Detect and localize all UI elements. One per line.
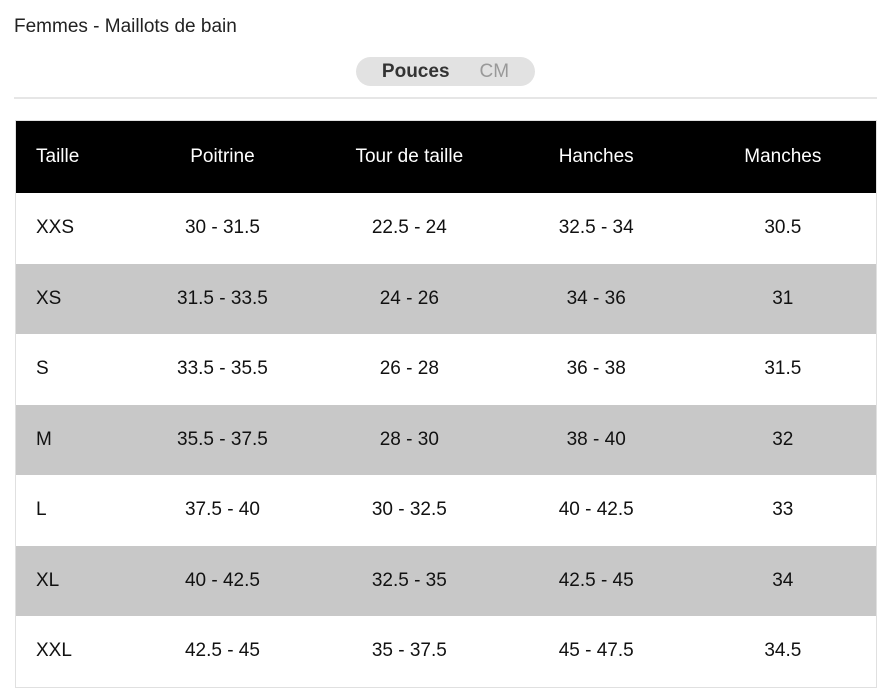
table-cell: XS xyxy=(15,263,129,334)
table-row: XL 40 - 42.5 32.5 - 35 42.5 - 45 34 xyxy=(15,545,877,616)
table-row: XS 31.5 - 33.5 24 - 26 34 - 36 31 xyxy=(15,263,877,334)
table-cell: 26 - 28 xyxy=(379,358,439,380)
table-cell: 40 - 42.5 xyxy=(129,545,316,616)
table-cell: 33.5 - 35.5 xyxy=(177,358,268,380)
table-cell: 31 xyxy=(689,263,877,334)
table-cell: L xyxy=(36,499,47,521)
table-cell: 36 - 38 xyxy=(566,358,626,380)
size-chart-table: Taille Poitrine Tour de taille Hanches Manch… xyxy=(15,120,877,688)
table-row: XXS 30 - 31.5 22.5 - 24 32.5 - 34 30.5 xyxy=(16,193,877,264)
table-cell: 32.5 - 35 xyxy=(315,545,503,616)
unit-toggle[interactable]: Pouces CM xyxy=(356,57,535,86)
table-cell: 32 xyxy=(689,404,877,475)
table-cell: XXS xyxy=(36,217,75,239)
table-cell: 31.5 xyxy=(764,358,802,380)
table-cell: 34 xyxy=(689,545,877,616)
table-cell: 33 xyxy=(772,499,794,521)
column-header: Poitrine xyxy=(129,120,316,193)
table-cell: 45 - 47.5 xyxy=(558,640,634,662)
table-cell: 30 - 32.5 xyxy=(371,499,447,521)
table-cell: 40 - 42.5 xyxy=(558,499,634,521)
table-cell: 37.5 - 40 xyxy=(184,499,260,521)
column-header: Manches xyxy=(689,120,877,193)
table-cell: 28 - 30 xyxy=(315,404,503,475)
table-cell: XL xyxy=(15,545,129,616)
table-cell: 34.5 xyxy=(764,640,802,662)
column-header: Tour de taille xyxy=(315,120,503,193)
table-cell: 31.5 - 33.5 xyxy=(129,263,316,334)
page-title: Femmes - Maillots de bain xyxy=(14,16,237,37)
table-cell: 42.5 - 45 xyxy=(502,545,690,616)
table-cell: 35 - 37.5 xyxy=(371,640,447,662)
table-cell: 34 - 36 xyxy=(502,263,690,334)
table-row: M 35.5 - 37.5 28 - 30 38 - 40 32 xyxy=(15,404,877,475)
table-cell: S xyxy=(36,358,49,380)
table-cell: 42.5 - 45 xyxy=(184,640,260,662)
divider xyxy=(14,97,877,99)
table-row: XXL 42.5 - 45 35 - 37.5 45 - 47.5 34.5 xyxy=(16,616,877,687)
table-cell: 32.5 - 34 xyxy=(558,217,634,239)
table-cell: 35.5 - 37.5 xyxy=(129,404,316,475)
column-header: Hanches xyxy=(502,120,690,193)
unit-option-cm[interactable]: CM xyxy=(479,60,510,82)
table-row: L 37.5 - 40 30 - 32.5 40 - 42.5 33 xyxy=(16,475,877,546)
table-cell: 38 - 40 xyxy=(502,404,690,475)
table-header-row: Taille Poitrine Tour de taille Hanches Manch… xyxy=(15,120,877,193)
unit-option-pouces[interactable]: Pouces xyxy=(381,60,450,82)
table-cell: 24 - 26 xyxy=(315,263,503,334)
table-cell: M xyxy=(15,404,129,475)
table-cell: XXL xyxy=(36,640,72,662)
table-row: S 33.5 - 35.5 26 - 28 36 - 38 31.5 xyxy=(16,334,877,405)
table-cell: 30 - 31.5 xyxy=(184,217,260,239)
table-cell: 30.5 xyxy=(764,217,802,239)
table-cell: 22.5 - 24 xyxy=(371,217,447,239)
column-header: Taille xyxy=(15,120,129,193)
